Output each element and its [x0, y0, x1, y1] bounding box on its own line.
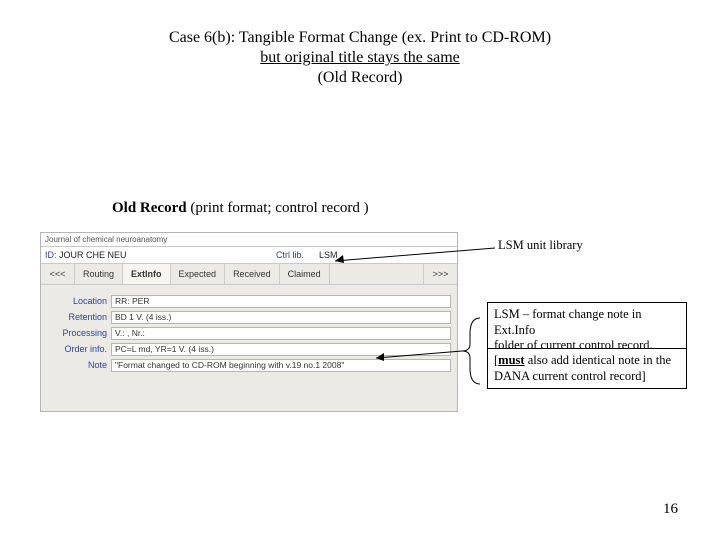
field-row-processing: Processing V.: , Nr.: — [47, 325, 451, 341]
retention-label: Retention — [47, 312, 111, 322]
subhead-rest: (print format; control record ) — [187, 200, 369, 216]
tab-prev[interactable]: <<< — [41, 264, 75, 284]
processing-label: Processing — [47, 328, 111, 338]
tab-extinfo[interactable]: ExtInfo — [123, 264, 171, 284]
tab-claimed[interactable]: Claimed — [280, 264, 330, 284]
annotation-must-note: [must also add identical note in the DAN… — [487, 348, 687, 389]
annot3-line2: DANA current control record] — [494, 369, 680, 385]
title-line2: but original title stays the same — [0, 48, 720, 68]
field-row-location: Location RR: PER — [47, 293, 451, 309]
tab-received[interactable]: Received — [225, 264, 280, 284]
orderinfo-input[interactable]: PC=L md, YR=1 V. (4 iss.) — [111, 343, 451, 356]
slide-title: Case 6(b): Tangible Format Change (ex. P… — [0, 0, 720, 88]
processing-input[interactable]: V.: , Nr.: — [111, 327, 451, 340]
app-window: Journal of chemical neuroanatomy ID: JOU… — [40, 232, 458, 412]
subheading: Old Record (print format; control record… — [112, 200, 369, 217]
ctrl-lib-value: LSM — [319, 247, 338, 263]
id-label: ID: — [45, 250, 57, 260]
bracket-connector — [458, 310, 480, 392]
annotation-lsm-unit: LSM unit library — [498, 238, 583, 254]
note-input[interactable]: "Format changed to CD-ROM beginning with… — [111, 359, 451, 372]
field-row-orderinfo: Order info. PC=L md, YR=1 V. (4 iss.) — [47, 341, 451, 357]
subhead-bold: Old Record — [112, 200, 187, 216]
tab-routing[interactable]: Routing — [75, 264, 123, 284]
ctrl-lib-label: Ctrl lib. — [276, 247, 304, 263]
field-row-note: Note "Format changed to CD-ROM beginning… — [47, 357, 451, 373]
annot2-line1: LSM – format change note in Ext.Info — [494, 307, 680, 338]
extinfo-panel: Location RR: PER Retention BD 1 V. (4 is… — [41, 285, 457, 379]
retention-input[interactable]: BD 1 V. (4 iss.) — [111, 311, 451, 324]
tab-bar: <<< Routing ExtInfo Expected Received Cl… — [41, 263, 457, 285]
annot3-rest: also add identical note in the — [525, 353, 671, 367]
id-value: JOUR CHE NEU — [59, 250, 127, 260]
title-line3: (Old Record) — [0, 68, 720, 88]
page-number: 16 — [663, 501, 678, 518]
id-row: ID: JOUR CHE NEU Ctrl lib. LSM — [41, 247, 457, 263]
annot3-must: must — [498, 353, 524, 367]
note-label: Note — [47, 360, 111, 370]
orderinfo-label: Order info. — [47, 344, 111, 354]
window-titlebar: Journal of chemical neuroanatomy — [41, 233, 457, 247]
title-line1: Case 6(b): Tangible Format Change (ex. P… — [0, 28, 720, 48]
field-row-retention: Retention BD 1 V. (4 iss.) — [47, 309, 451, 325]
location-input[interactable]: RR: PER — [111, 295, 451, 308]
location-label: Location — [47, 296, 111, 306]
tab-next[interactable]: >>> — [423, 264, 457, 284]
tab-expected[interactable]: Expected — [171, 264, 226, 284]
annot3-line1: [must also add identical note in the — [494, 353, 680, 369]
